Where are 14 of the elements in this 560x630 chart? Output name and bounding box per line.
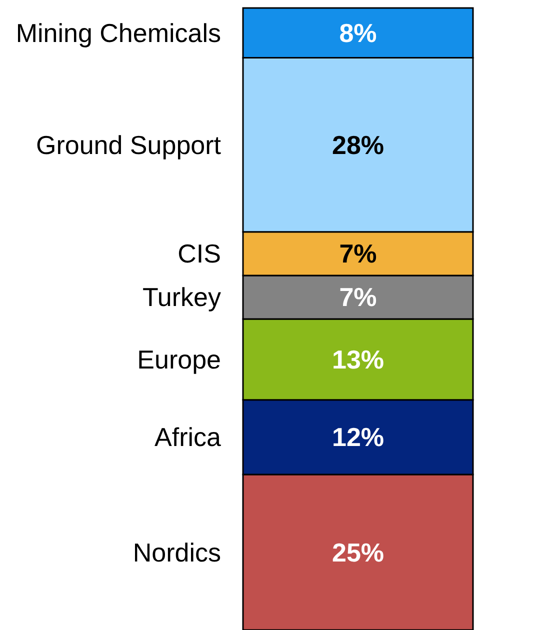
- series-label: Mining Chemicals: [16, 18, 221, 48]
- series-label: Ground Support: [36, 130, 222, 160]
- series-label: Turkey: [142, 282, 221, 312]
- data-label: 7%: [339, 282, 377, 312]
- data-label: 13%: [332, 344, 384, 374]
- data-label: 12%: [332, 422, 384, 452]
- series-label: Europe: [137, 344, 221, 374]
- series-label: CIS: [178, 238, 221, 269]
- data-label: 8%: [339, 18, 377, 48]
- series-label: Nordics: [132, 537, 221, 568]
- data-label: 7%: [339, 238, 377, 269]
- data-label: 25%: [332, 537, 384, 568]
- series-label: Africa: [154, 422, 222, 452]
- data-label: 28%: [332, 130, 384, 160]
